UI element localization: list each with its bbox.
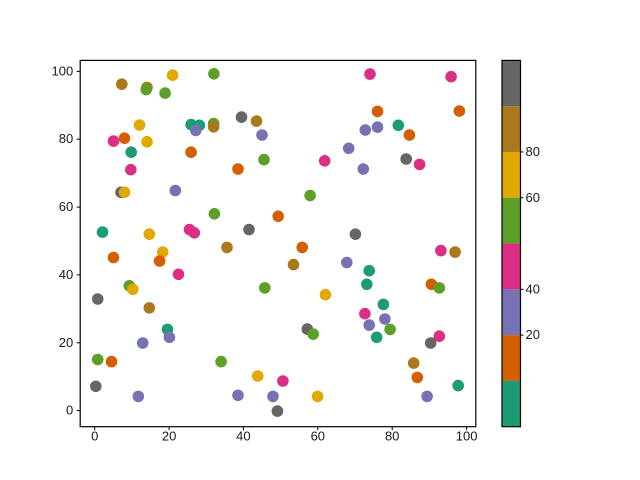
svg-text:20: 20 bbox=[162, 429, 176, 444]
svg-text:40: 40 bbox=[236, 429, 250, 444]
svg-text:80: 80 bbox=[526, 144, 540, 159]
svg-text:80: 80 bbox=[59, 131, 73, 146]
svg-text:60: 60 bbox=[59, 199, 73, 214]
svg-text:60: 60 bbox=[311, 429, 325, 444]
svg-text:20: 20 bbox=[59, 335, 73, 350]
svg-text:40: 40 bbox=[526, 281, 540, 296]
svg-text:60: 60 bbox=[526, 190, 540, 205]
svg-text:80: 80 bbox=[385, 429, 399, 444]
svg-text:100: 100 bbox=[456, 429, 478, 444]
svg-text:20: 20 bbox=[526, 327, 540, 342]
svg-text:40: 40 bbox=[59, 267, 73, 282]
svg-text:0: 0 bbox=[91, 429, 98, 444]
svg-text:100: 100 bbox=[51, 63, 73, 78]
svg-text:0: 0 bbox=[66, 403, 73, 418]
